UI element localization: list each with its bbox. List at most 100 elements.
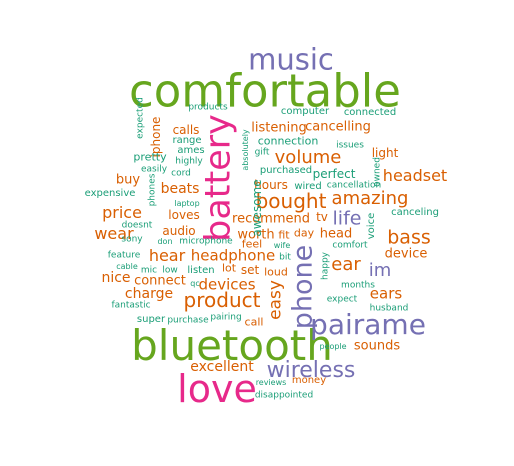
word-expect: expect (326, 294, 358, 305)
word-day: day (293, 226, 315, 240)
word-sony: sony (121, 234, 143, 245)
word-love: love (177, 367, 257, 411)
word-cancelling: cancelling (305, 119, 371, 135)
word-bass: bass (387, 226, 431, 249)
word-months: months (341, 280, 375, 291)
word-ames: ames (177, 145, 205, 156)
word-headset: headset (382, 166, 448, 185)
word-fit: fit (278, 228, 290, 242)
word-beats: beats (160, 181, 200, 197)
word-volume: volume (274, 147, 342, 168)
word-feature: feature (107, 250, 141, 261)
word-product: product (183, 288, 261, 312)
word-bluetooth: bluetooth (131, 321, 333, 370)
word-cable: cable (116, 262, 138, 271)
word-buy: buy (115, 172, 141, 188)
word-pairing: pairing (210, 312, 242, 323)
word-expected: expected (135, 97, 146, 139)
word-ear: ear (331, 254, 361, 275)
word-awesome: awesome (250, 179, 264, 237)
word-nice: nice (101, 270, 131, 286)
word-issues: issues (336, 140, 364, 151)
word-comfort: comfort (332, 240, 368, 251)
word-range: range (172, 135, 202, 146)
word-call: call (244, 315, 264, 329)
word-calls: calls (172, 123, 200, 137)
word-gift: gift (254, 147, 270, 158)
word-money: money (291, 375, 327, 386)
word-mic: mic (140, 265, 158, 276)
word-loud: loud (264, 265, 288, 279)
word-listen: listen (187, 265, 215, 276)
word-excellent: excellent (190, 359, 254, 375)
word-cancellation: cancellation (326, 180, 382, 191)
word-light: light (371, 146, 399, 160)
word-life: life (332, 207, 362, 230)
word-happy: happy (320, 252, 331, 280)
word-wear: wear (94, 224, 134, 243)
word-qc: qc (190, 279, 200, 288)
word-audio: audio (162, 224, 196, 238)
word-super: super (136, 314, 166, 325)
word-wired: wired (294, 181, 322, 192)
word-listening: listening (251, 120, 307, 136)
word-disappointed: disappointed (254, 390, 314, 401)
word-price: price (102, 203, 142, 222)
word-connect: connect (134, 273, 186, 289)
word-pretty: pretty (133, 150, 167, 164)
word-easy: easy (265, 280, 286, 320)
word-tv: tv (316, 210, 328, 224)
word-laptop: laptop (174, 199, 200, 208)
word-don: don (157, 237, 173, 246)
word-products: products (188, 102, 228, 113)
word-device: device (384, 246, 428, 262)
word-wireless: wireless (266, 358, 356, 383)
word-devices: devices (198, 275, 256, 294)
word-hours: hours (254, 178, 288, 192)
word-charge: charge (124, 286, 174, 302)
word-music: music (248, 42, 334, 77)
word-worth: worth (237, 227, 275, 243)
word-wife: wife (273, 241, 291, 250)
word-husband: husband (369, 303, 409, 314)
word-purchased: purchased (259, 165, 313, 176)
word-hear: hear (148, 246, 186, 265)
word-bit: bit (279, 252, 291, 263)
word-ears: ears (369, 284, 403, 303)
word-feel: feel (241, 237, 263, 251)
word-reviews: reviews (255, 378, 287, 387)
word-headphone: headphone (190, 246, 276, 265)
word-expensive: expensive (84, 188, 136, 199)
word-doesnt: doesnt (121, 220, 153, 231)
word-canceling: canceling (391, 207, 439, 218)
word-sounds: sounds (353, 338, 401, 354)
word-connected: connected (343, 107, 397, 118)
word-im: im (368, 260, 392, 281)
word-fantastic: fantastic (111, 300, 151, 311)
word-computer: computer (280, 106, 330, 117)
word-pairame: pairame (310, 308, 426, 341)
word-loves: loves (168, 208, 200, 222)
word-easily: easily (140, 164, 168, 175)
word-absolutely: absolutely (241, 129, 250, 171)
word-lot: lot (221, 261, 237, 275)
word-amazing: amazing (331, 188, 409, 209)
word-perfect: perfect (312, 167, 356, 181)
word-owned: owned (372, 157, 383, 187)
word-people: people (319, 342, 347, 351)
word-phones: phones (147, 173, 158, 207)
word-bought: bought (255, 189, 327, 213)
word-phone: phone (287, 244, 319, 330)
word-comfortable: comfortable (129, 64, 401, 118)
word-head: head (319, 226, 353, 242)
word-highly: highly (175, 156, 203, 167)
word-cord: cord (171, 168, 191, 179)
word-low: low (162, 265, 178, 276)
word-purchase: purchase (167, 315, 209, 326)
word-recommend: recommend (232, 211, 310, 227)
word-microphone: microphone (179, 236, 233, 247)
word-set: set (240, 263, 260, 277)
word-connection: connection (257, 134, 319, 148)
word-voice: voice (366, 212, 377, 240)
